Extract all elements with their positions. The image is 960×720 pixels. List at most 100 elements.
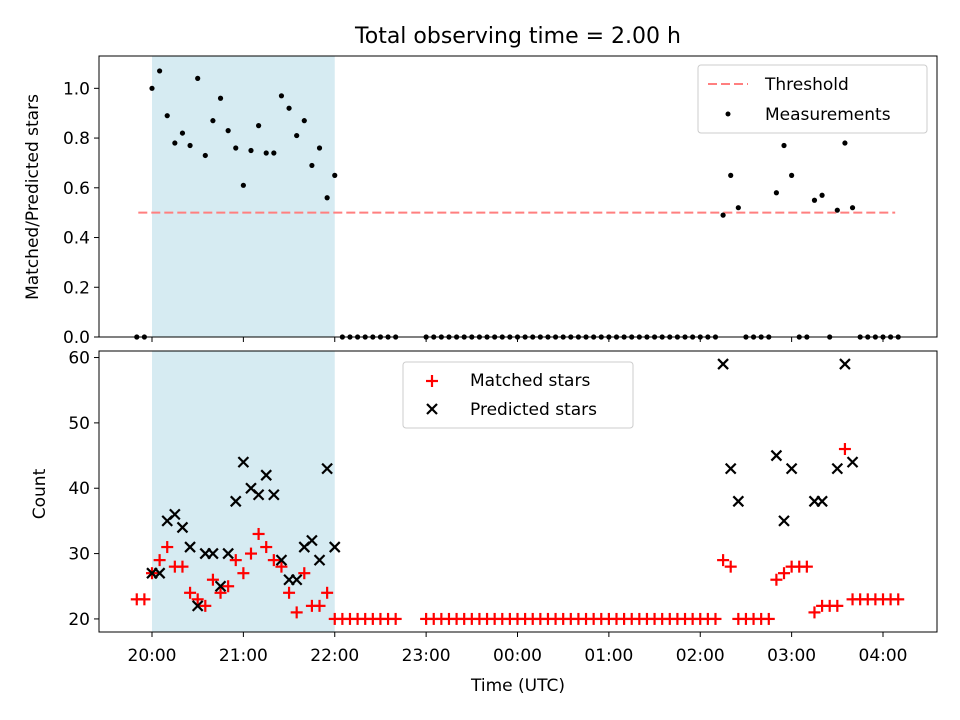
measurement-point xyxy=(164,113,170,119)
y-tick-label: 0.4 xyxy=(63,229,90,249)
measurement-point xyxy=(720,212,726,218)
predicted-star-marker xyxy=(252,488,265,501)
measurement-point xyxy=(202,152,208,159)
predicted-star-marker xyxy=(816,495,828,508)
measurement-point xyxy=(842,140,848,146)
predicted-star-marker xyxy=(260,469,272,481)
y-tick-label: 30 xyxy=(68,545,90,565)
legend-predicted-label: Predicted stars xyxy=(470,400,597,420)
x-tick-label: 20:00 xyxy=(128,646,177,666)
matched-star-marker xyxy=(237,567,250,580)
bottom-panel: 20 30 40 50 60 20:00 21:00 22:00 23:00 00:00 01:0… xyxy=(30,349,938,696)
matched-star-marker xyxy=(808,606,821,619)
predicted-star-marker xyxy=(306,534,318,547)
matched-star-marker xyxy=(831,599,844,612)
predicted-star-marker xyxy=(770,449,783,462)
bottom-y-axis-label: Count xyxy=(30,468,50,519)
top-legend-box xyxy=(697,64,928,134)
legend-matched-label: Matched stars xyxy=(470,371,590,391)
matched-star-marker xyxy=(283,586,296,599)
bottom-y-ticks: 20 30 40 50 60 xyxy=(68,349,99,630)
bottom-legend-box xyxy=(402,361,634,429)
matched-star-marker xyxy=(762,612,775,625)
matched-star-marker xyxy=(206,573,219,586)
predicted-star-marker xyxy=(176,521,189,534)
matched-star-marker xyxy=(153,554,166,567)
top-x-ticks xyxy=(151,337,884,342)
y-tick-label: 0.6 xyxy=(63,179,90,199)
measurement-point xyxy=(324,195,330,201)
matched-star-marker xyxy=(770,573,783,586)
legend-threshold-label: Threshold xyxy=(764,75,849,95)
predicted-star-marker xyxy=(839,358,851,370)
matched-star-marker xyxy=(252,527,265,540)
measurement-point xyxy=(819,192,825,198)
matched-star-marker xyxy=(275,560,288,573)
measurement-point xyxy=(278,93,285,99)
matched-star-marker xyxy=(191,593,204,606)
measurement-point xyxy=(309,162,315,169)
predicted-star-marker xyxy=(229,495,242,508)
measurement-point xyxy=(301,118,307,124)
measurement-point xyxy=(240,182,246,188)
bottom-x-axis-label: Time (UTC) xyxy=(470,676,565,696)
y-tick-label: 0.0 xyxy=(63,328,90,348)
predicted-star-marker xyxy=(321,462,333,475)
predicted-star-marker xyxy=(214,580,227,593)
measurement-point xyxy=(263,150,269,156)
top-title: Total observing time = 2.00 h xyxy=(354,24,681,49)
predicted-star-marker xyxy=(275,554,288,566)
predicted-star-marker xyxy=(785,462,798,475)
predicted-star-marker xyxy=(732,495,745,508)
predicted-star-marker xyxy=(222,547,234,560)
measurement-point xyxy=(210,118,216,124)
predicted-star-marker xyxy=(724,462,737,475)
predicted-star-marker xyxy=(778,515,790,527)
matched-star-marker xyxy=(800,560,813,573)
predicted-star-marker xyxy=(191,600,204,612)
matched-star-marker xyxy=(321,586,334,599)
top-panel: 0.0 0.2 0.4 0.6 0.8 1.0 Total observing time … xyxy=(23,24,938,348)
matched-star-marker xyxy=(267,554,280,567)
matched-star-marker xyxy=(176,560,189,573)
matched-star-markers xyxy=(130,443,905,625)
matched-star-marker xyxy=(244,547,257,560)
measurement-point xyxy=(781,142,787,149)
legend-measurements-label: Measurements xyxy=(765,105,891,125)
measurement-point xyxy=(811,197,818,203)
measurement-point xyxy=(149,85,155,91)
measurement-point xyxy=(316,145,323,151)
predicted-star-marker xyxy=(846,456,859,468)
matched-star-marker xyxy=(184,586,197,599)
legend-predicted-swatch xyxy=(426,403,438,415)
measurement-point xyxy=(233,145,239,151)
matched-star-marker xyxy=(138,593,151,606)
predicted-star-marker xyxy=(831,462,844,475)
predicted-star-marker xyxy=(717,358,729,370)
predicted-star-marker xyxy=(237,456,250,468)
matched-star-marker xyxy=(778,567,791,580)
measurement-point xyxy=(728,172,734,178)
measurement-point xyxy=(286,105,292,111)
x-tick-label: 04:00 xyxy=(859,646,908,666)
matched-star-marker xyxy=(260,541,273,554)
matched-star-marker xyxy=(389,612,402,625)
bottom-x-ticks: 20:00 21:00 22:00 23:00 00:00 01:00 02:00 03:00… xyxy=(128,632,908,666)
x-tick-label: 23:00 xyxy=(402,646,451,666)
measurement-point xyxy=(187,142,193,149)
x-tick-label: 03:00 xyxy=(767,646,816,666)
measurement-point xyxy=(849,205,856,211)
top-y-axis-label: Matched/Predicted stars xyxy=(23,94,43,300)
matched-star-marker xyxy=(838,443,851,456)
y-tick-label: 0.8 xyxy=(63,129,90,149)
y-tick-label: 1.0 xyxy=(63,79,90,99)
predicted-star-marker xyxy=(207,547,219,560)
bottom-legend: Matched stars Predicted stars xyxy=(402,361,634,429)
predicted-star-marker xyxy=(328,541,341,553)
top-y-ticks: 0.0 0.2 0.4 0.6 0.8 1.0 xyxy=(63,79,99,348)
predicted-star-marker xyxy=(169,508,181,521)
measurement-point xyxy=(834,207,840,213)
matched-star-marker xyxy=(709,612,722,625)
y-tick-label: 50 xyxy=(68,414,90,434)
